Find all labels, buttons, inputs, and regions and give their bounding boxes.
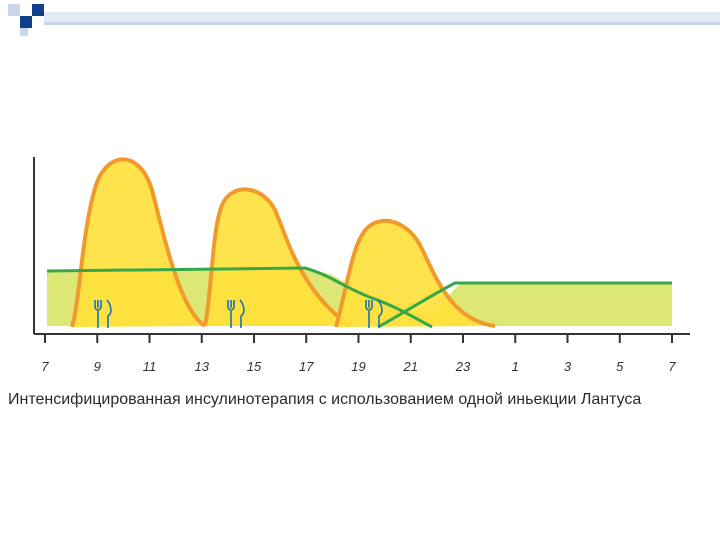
chart-caption: Интенсифицированная инсулинотерапия с ис… bbox=[8, 391, 642, 408]
fork-and-knife-icon bbox=[365, 299, 383, 328]
bolus-peak-2 bbox=[203, 187, 352, 328]
x-tick-label: 13 bbox=[195, 359, 210, 374]
x-tick-label: 5 bbox=[616, 359, 624, 374]
bolus-peak-1 bbox=[70, 157, 207, 328]
x-tick-label: 19 bbox=[351, 359, 365, 374]
x-tick-label: 1 bbox=[512, 359, 519, 374]
x-tick-label: 7 bbox=[668, 359, 676, 374]
basal-insulin-line bbox=[46, 266, 433, 329]
fork-and-knife-icon bbox=[94, 299, 112, 328]
x-tick-label: 23 bbox=[455, 359, 471, 374]
fork-and-knife-icon bbox=[227, 299, 245, 328]
x-tick-label: 11 bbox=[143, 359, 157, 374]
x-tick-label: 9 bbox=[94, 359, 101, 374]
slide-decoration bbox=[8, 4, 720, 36]
basal-insulin-line-return bbox=[377, 281, 672, 329]
x-tick-label: 17 bbox=[299, 359, 314, 374]
meal-markers bbox=[94, 299, 383, 328]
x-tick-label: 7 bbox=[41, 359, 49, 374]
x-tick-label: 15 bbox=[247, 359, 262, 374]
x-tick-label: 3 bbox=[564, 359, 572, 374]
x-tick-label: 21 bbox=[403, 359, 418, 374]
x-ticks: 7 9 11 13 15 17 19 21 23 1 3 5 7 bbox=[41, 334, 676, 374]
insulin-chart: 7 9 11 13 15 17 19 21 23 1 3 5 7 bbox=[33, 157, 690, 374]
